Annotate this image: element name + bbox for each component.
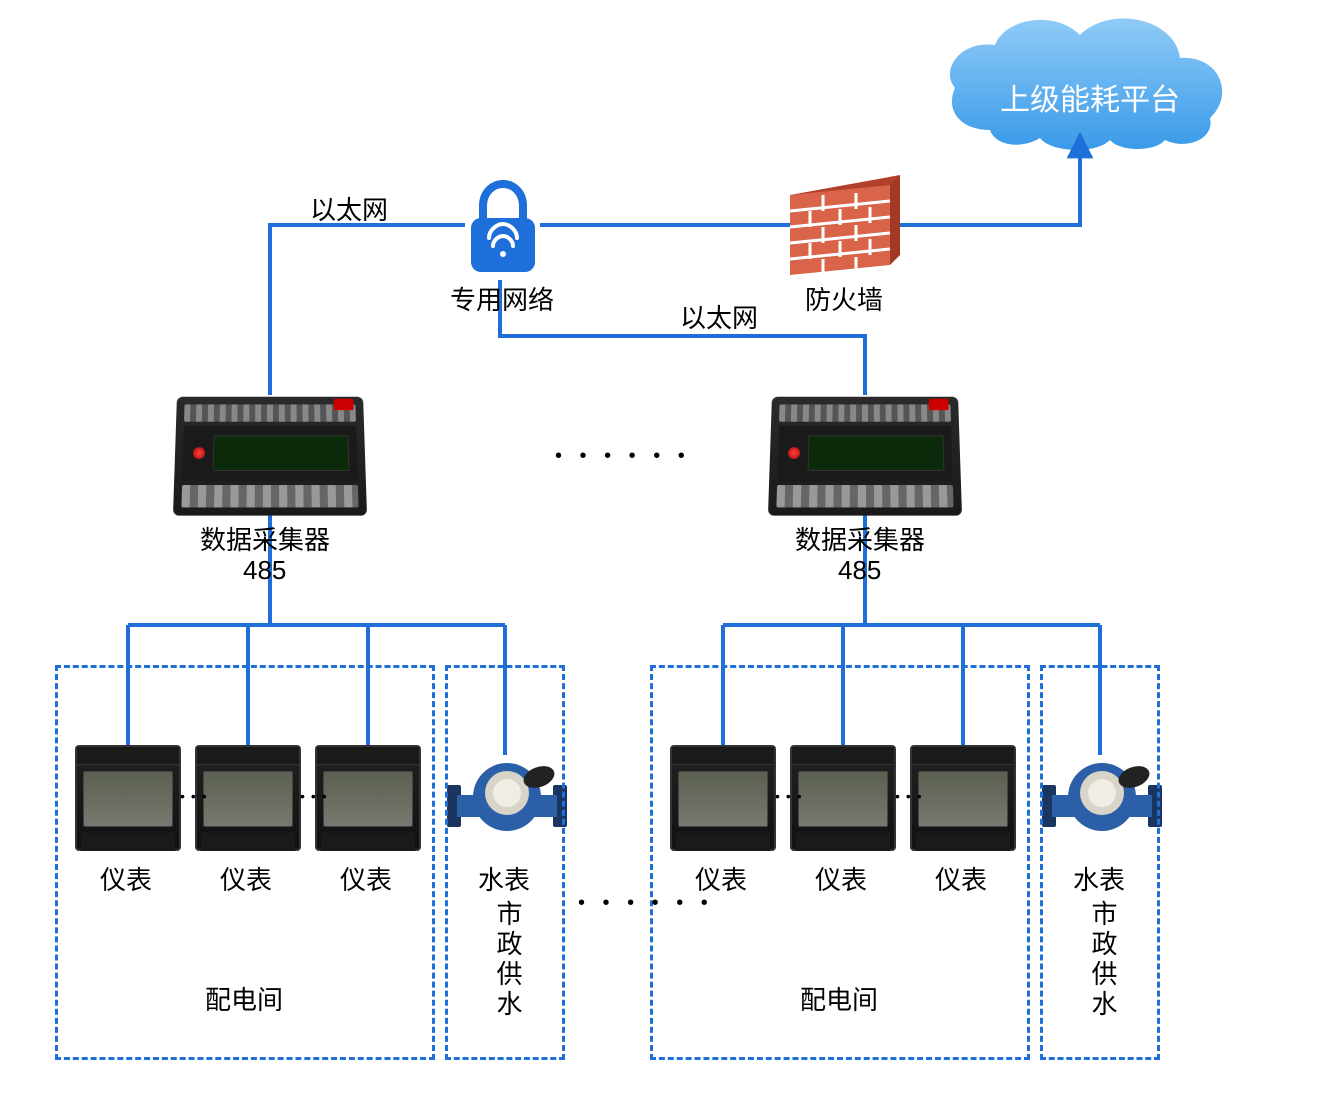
panel-meter (670, 745, 776, 851)
meter-label: 仪表 (100, 860, 152, 897)
ethernet-label-1: 以太网 (310, 190, 388, 227)
municipal-water-label-right: 市政供水 (1085, 900, 1122, 1020)
collector-label-right: 数据采集器 (795, 520, 925, 557)
firewall-svg (790, 175, 900, 275)
ellipsis-meters: ••• (300, 788, 333, 804)
ethernet-label-2: 以太网 (680, 298, 758, 335)
ellipsis-collectors: • • • • • • (555, 445, 691, 468)
ellipsis-bottom: • • • • • • (578, 892, 714, 915)
ellipsis-meters: ••• (775, 788, 808, 804)
bus-485-left: 485 (243, 555, 286, 586)
meter-label: 仪表 (815, 860, 867, 897)
meter-label: 仪表 (340, 860, 392, 897)
water-meter-label: 水表 (478, 860, 530, 897)
firewall-label: 防火墙 (805, 280, 883, 317)
cloud-label: 上级能耗平台 (1000, 75, 1180, 119)
distribution-room-label-right: 配电间 (800, 980, 878, 1017)
data-collector-right (768, 397, 962, 516)
lock-icon-svg (471, 184, 535, 272)
ellipsis-meters: ••• (180, 788, 213, 804)
data-collector-left (173, 397, 367, 516)
water-meter-label: 水表 (1073, 860, 1125, 897)
bus-485-right: 485 (838, 555, 881, 586)
meter-label: 仪表 (220, 860, 272, 897)
ellipsis-meters: ••• (895, 788, 928, 804)
private-network-label: 专用网络 (450, 280, 554, 317)
meter-label: 仪表 (935, 860, 987, 897)
distribution-room-label-left: 配电间 (205, 980, 283, 1017)
panel-meter (75, 745, 181, 851)
collector-label-left: 数据采集器 (200, 520, 330, 557)
municipal-water-label-left: 市政供水 (490, 900, 527, 1020)
